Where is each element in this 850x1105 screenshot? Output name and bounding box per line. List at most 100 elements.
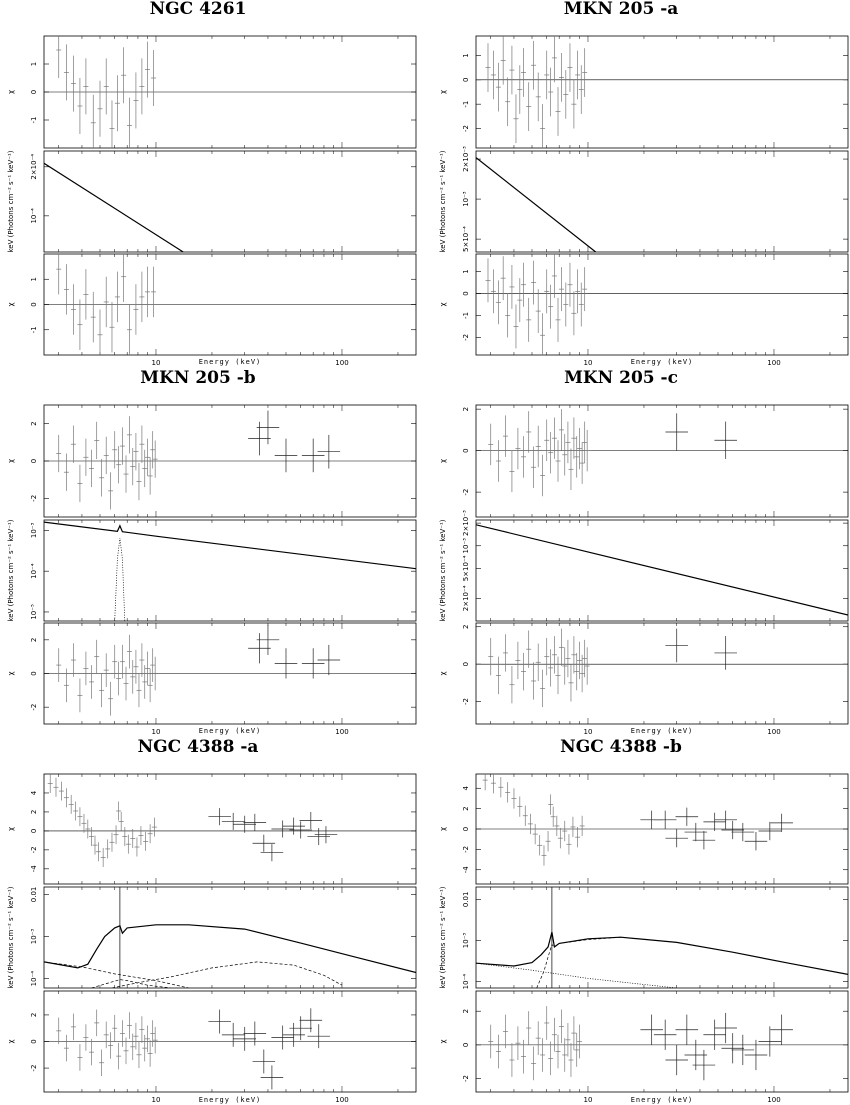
data-point bbox=[551, 36, 557, 83]
data-point bbox=[138, 826, 144, 846]
y-tick-label: 2 bbox=[30, 810, 38, 814]
data-point bbox=[548, 67, 554, 117]
data-point bbox=[495, 1034, 501, 1069]
data-point bbox=[289, 1016, 313, 1041]
data-point bbox=[526, 630, 532, 668]
data-point bbox=[109, 100, 115, 148]
data-point bbox=[317, 644, 341, 676]
data-point bbox=[116, 661, 122, 696]
data-point bbox=[70, 284, 76, 335]
y-axis-label: χ bbox=[439, 671, 447, 675]
data-point bbox=[103, 1021, 109, 1049]
data-point bbox=[555, 1034, 561, 1069]
data-point bbox=[520, 436, 526, 478]
data-point bbox=[147, 1040, 153, 1067]
chart-title: NGC 4388 -a bbox=[138, 737, 259, 757]
data-point bbox=[490, 269, 496, 314]
data-point bbox=[139, 58, 145, 115]
data-point bbox=[139, 425, 145, 463]
data-point bbox=[488, 423, 494, 466]
y-tick-label: -1 bbox=[30, 117, 38, 124]
panel-frame bbox=[475, 404, 849, 518]
data-point bbox=[70, 425, 76, 463]
y-axis-label: χ bbox=[7, 827, 15, 831]
y-tick-label: 2×10⁻⁴ bbox=[462, 585, 470, 611]
data-point bbox=[274, 648, 298, 679]
data-point bbox=[578, 65, 584, 114]
data-point bbox=[555, 656, 561, 695]
y-tick-label: 10⁻⁵ bbox=[30, 604, 38, 620]
data-point bbox=[532, 823, 538, 845]
data-point bbox=[208, 1009, 231, 1034]
y-axis-label: χ bbox=[439, 1039, 447, 1043]
data-point bbox=[684, 822, 708, 842]
data-point bbox=[551, 417, 557, 459]
data-point bbox=[575, 50, 581, 100]
data-point bbox=[142, 1034, 148, 1062]
panel-frame bbox=[43, 519, 417, 622]
data-point bbox=[513, 94, 519, 144]
data-point bbox=[520, 652, 526, 691]
data-point bbox=[108, 1032, 114, 1059]
y-tick-label: 10⁻³ bbox=[30, 929, 38, 945]
data-point bbox=[495, 440, 501, 482]
data-point bbox=[511, 788, 517, 809]
panel-residual: χ -2 -1 0 1 10 100 Energy (keV) bbox=[439, 253, 849, 367]
data-point bbox=[133, 433, 139, 471]
data-point bbox=[63, 668, 69, 703]
data-point bbox=[77, 299, 83, 350]
y-tick-label: 5×10⁻⁴ bbox=[462, 555, 470, 581]
y-tick-label: 2 bbox=[462, 1009, 470, 1013]
data-point bbox=[119, 644, 125, 679]
data-point bbox=[139, 271, 145, 323]
data-point bbox=[83, 1024, 89, 1051]
data-point bbox=[144, 41, 150, 98]
data-point bbox=[142, 665, 148, 699]
data-point bbox=[544, 50, 550, 100]
data-point bbox=[578, 282, 584, 327]
model-component-1 bbox=[44, 961, 189, 988]
y-tick-label: -2 bbox=[462, 698, 470, 705]
data-point bbox=[544, 419, 550, 461]
data-point bbox=[252, 1049, 276, 1074]
data-point bbox=[567, 262, 573, 307]
data-point bbox=[665, 829, 689, 848]
data-point bbox=[260, 844, 284, 862]
data-point bbox=[550, 806, 556, 827]
data-point bbox=[143, 831, 149, 851]
data-point bbox=[151, 50, 157, 106]
y-tick-label: -1 bbox=[462, 312, 470, 319]
data-point bbox=[562, 647, 568, 685]
data-point bbox=[150, 431, 156, 469]
data-points bbox=[488, 409, 737, 497]
chart-1: MKN 205 -a χ -2 -1 0 1 keV (Photons cm⁻² s⁻¹ k… bbox=[439, 0, 849, 367]
data-point bbox=[233, 1026, 257, 1051]
panel-frame bbox=[43, 773, 417, 885]
data-point bbox=[88, 827, 94, 847]
y-tick-label: 10⁻³ bbox=[462, 538, 470, 554]
data-point bbox=[130, 447, 136, 486]
data-point bbox=[150, 1020, 156, 1047]
y-tick-label: 0 bbox=[462, 448, 470, 452]
x-axis-label: Energy (keV) bbox=[199, 727, 262, 735]
chart-title: MKN 205 -b bbox=[140, 368, 256, 388]
data-point bbox=[568, 1043, 574, 1077]
data-point bbox=[144, 651, 150, 686]
data-point bbox=[139, 643, 145, 677]
panel-frame bbox=[43, 886, 417, 989]
data-point bbox=[126, 97, 132, 148]
data-point bbox=[675, 807, 699, 826]
data-point bbox=[68, 794, 74, 814]
data-point bbox=[122, 827, 128, 847]
data-point bbox=[77, 807, 83, 827]
model-curves bbox=[44, 887, 416, 988]
data-point bbox=[103, 58, 109, 115]
data-point bbox=[103, 276, 109, 328]
y-axis-label: keV (Photons cm⁻² s⁻¹ keV⁻¹) bbox=[439, 886, 447, 988]
data-point bbox=[83, 269, 89, 320]
data-point bbox=[63, 453, 69, 491]
x-tick-label: 100 bbox=[767, 359, 780, 367]
data-point bbox=[551, 1017, 557, 1052]
panel-residual: χ -4 -2 0 2 4 bbox=[439, 773, 849, 885]
data-point bbox=[256, 624, 280, 655]
